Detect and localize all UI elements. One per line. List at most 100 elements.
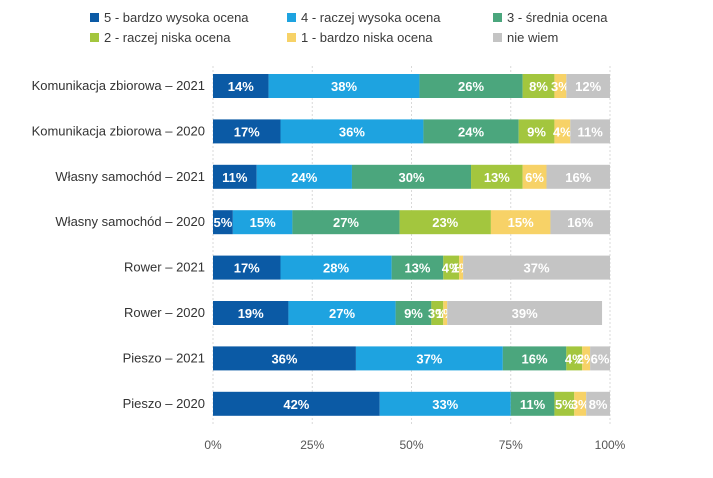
bars: 14% 38% 26% 8% 3% 12%17% 36% 24% 9% 4% 11%11% 24% 30…: [213, 74, 610, 416]
data-label: 13%: [404, 261, 430, 276]
bar-segment: [459, 255, 464, 280]
bar-segment: [554, 74, 567, 98]
legend-swatch: [287, 33, 296, 42]
category-label: Rower – 2020: [124, 305, 205, 320]
data-label: 37%: [416, 351, 442, 366]
bar-segment: [280, 255, 392, 280]
bar-segment: [554, 119, 571, 144]
bar-segment: [546, 164, 610, 189]
bar-segment: [379, 391, 511, 416]
data-label: 8%: [589, 397, 608, 412]
bar-segment: [550, 210, 610, 235]
data-label: 6%: [525, 170, 544, 185]
data-label: 16%: [565, 170, 591, 185]
bar-segment: [256, 164, 352, 189]
bar-segment: [213, 74, 269, 98]
data-label: 17%: [234, 124, 260, 139]
bar-segment: [510, 391, 555, 416]
data-label: 16%: [567, 215, 593, 230]
data-label: 15%: [250, 215, 276, 230]
data-label: 13%: [484, 170, 510, 185]
bar-segment: [586, 391, 610, 416]
bar-segment: [463, 255, 610, 280]
legend-label: 3 - średnia ocena: [507, 10, 608, 25]
bar-segment: [351, 164, 472, 189]
data-label: 4%: [553, 124, 572, 139]
category-label: Własny samochód – 2021: [55, 169, 205, 184]
data-label: 38%: [331, 79, 357, 94]
legend-swatch: [90, 33, 99, 42]
bar-segment: [582, 346, 591, 371]
data-label: 11%: [577, 124, 603, 139]
bar-segment: [570, 119, 610, 144]
bar-segment: [355, 346, 503, 371]
bar-segment: [490, 210, 551, 235]
data-label: 30%: [398, 170, 424, 185]
bar-segment: [232, 210, 293, 235]
data-label: 28%: [323, 261, 349, 276]
x-tick-label: 0%: [204, 438, 222, 452]
data-label: 5%: [214, 215, 233, 230]
legend-label: 5 - bardzo wysoka ocena: [104, 10, 249, 25]
legend-label: 4 - raczej wysoka ocena: [301, 10, 441, 25]
data-label: 33%: [432, 397, 458, 412]
bar-segment: [268, 74, 420, 98]
bar-segment: [574, 391, 587, 416]
bar-segment: [213, 255, 281, 280]
bar-segment: [554, 391, 575, 416]
data-label: 4%: [442, 261, 461, 276]
bar-segment: [213, 391, 380, 416]
data-label: 37%: [524, 261, 550, 276]
data-label: 24%: [291, 170, 317, 185]
legend-swatch: [493, 13, 502, 22]
legend-label: 1 - bardzo niska ocena: [301, 30, 433, 45]
x-tick-label: 100%: [595, 438, 626, 452]
data-label: 3%: [551, 79, 570, 94]
data-label: 3%: [571, 397, 590, 412]
category-label: Rower – 2021: [124, 260, 205, 275]
data-label: 24%: [458, 124, 484, 139]
x-axis-ticks: 0% 25% 50% 75% 100%: [204, 438, 625, 452]
bar-segment: [443, 301, 448, 325]
bar-segment: [288, 301, 396, 325]
legend-swatch: [90, 13, 99, 22]
bar-segment: [213, 346, 356, 371]
bar-segment: [395, 301, 432, 325]
bar-segment: [522, 74, 555, 98]
bar-segment: [566, 74, 610, 98]
data-label: 14%: [228, 79, 254, 94]
data-label: 27%: [329, 306, 355, 321]
data-label: 9%: [527, 124, 546, 139]
bar-segment: [518, 119, 555, 144]
data-label: 12%: [575, 79, 601, 94]
x-tick-label: 25%: [300, 438, 324, 452]
data-label: 4%: [565, 351, 584, 366]
x-tick-label: 75%: [499, 438, 523, 452]
bar-segment: [443, 255, 460, 280]
data-label: 15%: [508, 215, 534, 230]
bar-segment: [213, 119, 281, 144]
data-label: 6%: [591, 351, 610, 366]
bar-segment: [399, 210, 491, 235]
data-label: 27%: [333, 215, 359, 230]
category-label: Komunikacja zbiorowa – 2020: [32, 123, 205, 138]
data-label: 23%: [432, 215, 458, 230]
category-label: Pieszo – 2021: [123, 350, 205, 365]
data-label: 36%: [271, 351, 297, 366]
category-label: Pieszo – 2020: [123, 396, 205, 411]
x-tick-label: 50%: [399, 438, 423, 452]
data-label: 36%: [339, 124, 365, 139]
category-label: Komunikacja zbiorowa – 2021: [32, 78, 205, 93]
bar-segment: [419, 74, 523, 98]
category-labels: Komunikacja zbiorowa – 2021 Komunikacja z…: [32, 78, 205, 411]
category-label: Własny samochód – 2020: [55, 214, 205, 229]
data-label: 11%: [222, 170, 248, 185]
bar-segment: [391, 255, 444, 280]
data-label: 16%: [522, 351, 548, 366]
data-label: 8%: [529, 79, 548, 94]
bar-segment: [423, 119, 519, 144]
data-label: 11%: [520, 397, 546, 412]
data-label: 19%: [238, 306, 264, 321]
data-label: 42%: [283, 397, 309, 412]
